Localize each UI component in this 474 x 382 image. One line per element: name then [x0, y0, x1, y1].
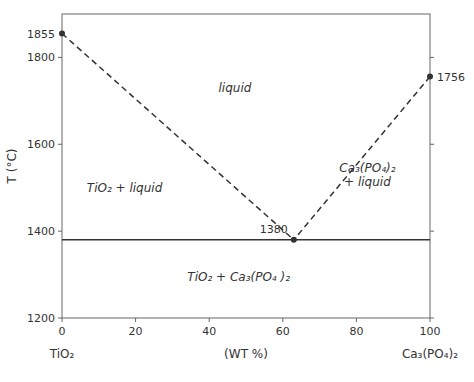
data-label: 1380: [260, 223, 288, 236]
y2-tick: [430, 144, 434, 145]
x-tick-label: 60: [276, 325, 290, 338]
data-label: 1855: [27, 28, 55, 41]
x-tick-label: 0: [59, 325, 66, 338]
chart: 1200 1400 1600 1800 0 20 40 60 80 100 T (°C) TiO₂ (W…: [0, 0, 474, 382]
x-tick: [209, 318, 210, 322]
y-tick: [58, 231, 62, 232]
y-tick: [58, 318, 62, 319]
point: [59, 31, 65, 37]
y-tick-label: 1400: [27, 225, 55, 238]
x-axis-label: TiO₂: [49, 347, 75, 361]
region-label: Ca₃(PO₄)₂+ liquid: [339, 161, 395, 189]
region-label-line: + liquid: [344, 175, 391, 189]
x-tick: [356, 318, 357, 322]
y-tick-label: 1200: [27, 312, 55, 325]
point: [427, 74, 433, 80]
region-label-line: TiO₂ + liquid: [87, 181, 163, 195]
x-tick: [135, 318, 136, 322]
y-axis-label: T (°C): [5, 149, 19, 185]
line: [294, 77, 430, 240]
background: [0, 0, 474, 382]
x-tick-label: 40: [202, 325, 216, 338]
y2-tick: [430, 318, 434, 319]
points: [59, 31, 433, 243]
x-axis-label: Ca₃(PO₄)₂: [402, 347, 458, 361]
y2-tick: [430, 231, 434, 232]
region-label: TiO₂ + Ca₃(PO₄ )₂: [187, 270, 290, 284]
line: [62, 34, 294, 240]
x-tick: [282, 318, 283, 322]
y-tick-label: 1600: [27, 138, 55, 151]
y-tick: [58, 57, 62, 58]
y-tick: [58, 144, 62, 145]
lines: [62, 34, 430, 240]
region-label-line: liquid: [219, 81, 252, 95]
point: [291, 237, 297, 243]
x-tick: [62, 318, 63, 322]
y-tick-label: 1800: [27, 51, 55, 64]
x-tick-label: 100: [420, 325, 441, 338]
region-label-line: Ca₃(PO₄)₂: [339, 161, 395, 175]
data-label: 1756: [437, 71, 465, 84]
line: [62, 239, 430, 241]
region-label: liquid: [219, 81, 252, 95]
region-label: TiO₂ + liquid: [87, 181, 163, 195]
x-tick-label: 80: [349, 325, 363, 338]
plot-frame: [62, 14, 430, 318]
x-tick: [430, 318, 431, 322]
x-tick-label: 20: [129, 325, 143, 338]
x-axis-label: (WT %): [224, 347, 268, 361]
labels: 1855 1756 1380 liquid TiO₂ + liquid Ca₃(PO₄)₂…: [27, 28, 465, 284]
y2-tick: [430, 57, 434, 58]
region-label-line: TiO₂ + Ca₃(PO₄ )₂: [187, 270, 290, 284]
